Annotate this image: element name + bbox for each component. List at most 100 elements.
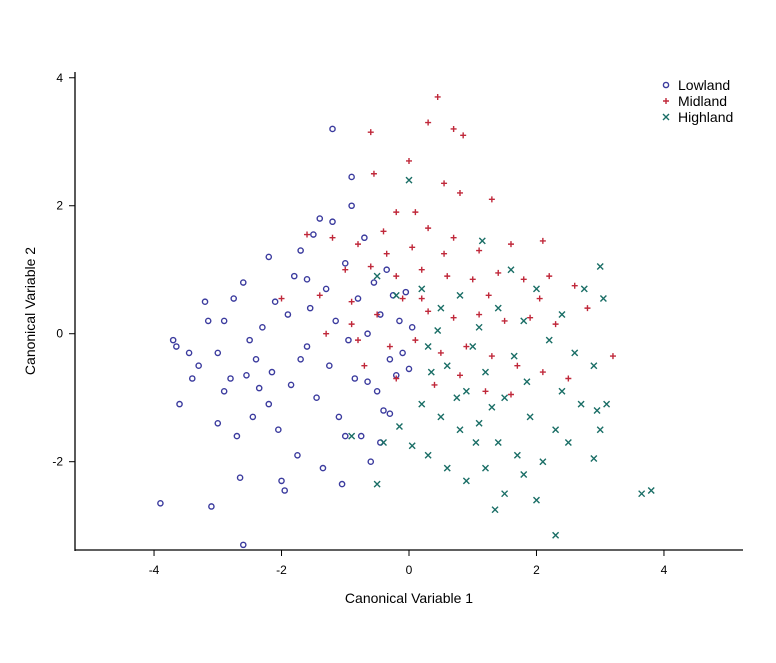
data-point-highland: [552, 531, 560, 539]
data-point-lowland: [188, 375, 196, 382]
data-point-midland: [434, 93, 441, 100]
data-point-midland: [469, 276, 476, 283]
data-point-highland: [392, 291, 400, 299]
data-point-lowland: [297, 247, 304, 254]
data-point-lowland: [306, 304, 314, 312]
data-point-lowland: [348, 173, 355, 181]
data-point-lowland: [329, 125, 336, 133]
data-point-lowland: [208, 503, 215, 510]
data-point-highland: [418, 400, 426, 408]
data-point-lowland: [303, 276, 311, 283]
data-point-midland: [355, 241, 362, 248]
data-point-lowland: [370, 279, 378, 286]
data-point-lowland: [364, 378, 371, 386]
data-point-midland: [431, 381, 438, 388]
data-point-highland: [580, 285, 588, 293]
data-point-midland: [316, 292, 323, 299]
data-point-lowland: [176, 400, 183, 408]
data-point-lowland: [204, 317, 212, 325]
data-point-lowland: [319, 464, 327, 472]
y-tick-label: -2: [52, 455, 63, 469]
data-point-highland: [571, 349, 579, 357]
data-point-midland: [450, 314, 457, 321]
data-point-lowland: [284, 311, 292, 318]
data-point-highland: [545, 336, 553, 344]
data-point-midland: [441, 180, 448, 187]
data-point-lowland: [195, 362, 202, 370]
data-point-midland: [609, 353, 616, 360]
data-point-highland: [523, 378, 531, 386]
data-point-lowland: [281, 487, 289, 494]
data-point-highland: [475, 323, 483, 331]
data-point-lowland: [386, 356, 394, 363]
data-point-highland: [494, 304, 502, 312]
data-point-midland: [304, 231, 311, 238]
data-point-highland: [539, 458, 547, 466]
data-point-midland: [342, 266, 349, 273]
data-point-midland: [536, 295, 543, 302]
data-point-lowland: [246, 336, 253, 344]
data-point-lowland: [351, 375, 359, 382]
data-point-lowland: [380, 407, 387, 414]
data-point-midland: [409, 244, 416, 251]
data-point-lowland: [408, 324, 416, 331]
data-point-midland: [527, 314, 534, 321]
data-point-lowland: [185, 349, 193, 357]
data-point-lowland: [157, 499, 164, 507]
x-tick-label: 0: [406, 563, 413, 577]
data-point-lowland: [329, 218, 336, 226]
data-point-lowland: [249, 413, 257, 421]
y-tick-label: 0: [56, 327, 63, 341]
data-point-highland: [526, 413, 534, 421]
data-point-highland: [590, 362, 598, 370]
data-point-lowland: [214, 420, 222, 427]
data-point-lowland: [236, 474, 244, 481]
data-point-highland: [603, 400, 611, 408]
data-point-midland: [367, 263, 374, 270]
data-point-midland: [393, 375, 400, 382]
plus-legend-icon: [663, 98, 669, 104]
data-point-lowland: [373, 388, 381, 395]
y-axis-label: Canonical Variable 2: [22, 247, 38, 375]
data-point-highland: [558, 387, 566, 395]
data-point-highland: [532, 285, 540, 293]
data-point-midland: [495, 269, 502, 276]
series-highland: [348, 176, 655, 539]
data-point-highland: [494, 439, 502, 446]
data-point-midland: [546, 273, 553, 280]
data-point-midland: [520, 276, 527, 283]
data-point-lowland: [169, 336, 177, 344]
data-point-highland: [510, 352, 518, 360]
data-point-lowland: [290, 272, 298, 280]
data-point-lowland: [316, 215, 324, 222]
circle-legend-icon: [662, 81, 670, 89]
data-point-midland: [406, 157, 412, 164]
data-point-highland: [443, 362, 451, 370]
data-point-lowland: [230, 295, 238, 302]
data-point-lowland: [405, 365, 413, 373]
data-point-highland: [453, 394, 461, 402]
data-point-highland: [424, 343, 432, 351]
data-point-midland: [412, 209, 419, 216]
data-point-lowland: [364, 330, 371, 338]
data-point-lowland: [338, 480, 346, 488]
data-point-highland: [520, 317, 528, 325]
data-point-highland: [507, 266, 515, 274]
data-point-highland: [558, 311, 566, 319]
data-point-midland: [386, 343, 393, 350]
data-point-lowland: [239, 279, 247, 286]
data-point-highland: [638, 490, 646, 498]
data-point-highland: [373, 480, 381, 488]
data-point-highland: [481, 368, 489, 376]
data-point-lowland: [310, 231, 317, 238]
data-point-midland: [418, 295, 425, 302]
data-point-highland: [475, 419, 483, 427]
data-point-midland: [485, 292, 492, 299]
data-point-midland: [539, 369, 546, 376]
data-point-lowland: [275, 426, 282, 434]
axes: [74, 72, 743, 551]
data-point-lowland: [233, 432, 241, 440]
data-point-lowland: [341, 432, 349, 440]
data-point-midland: [552, 321, 559, 328]
